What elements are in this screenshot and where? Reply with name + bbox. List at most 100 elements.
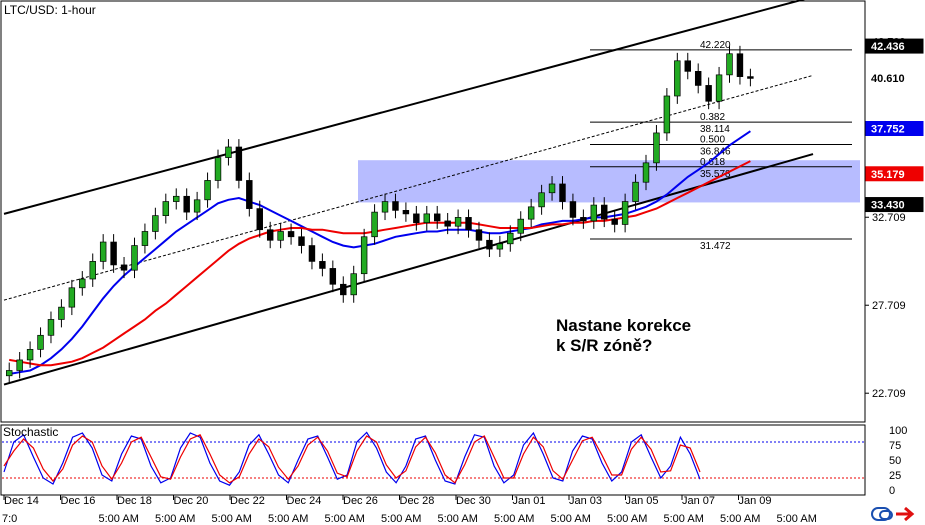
candle-body bbox=[601, 204, 608, 220]
candle bbox=[548, 176, 556, 201]
price-tag: 37.752 bbox=[865, 121, 924, 137]
candle-body bbox=[674, 60, 681, 97]
candle-body bbox=[486, 239, 493, 250]
candle-body bbox=[413, 213, 420, 224]
candle-body bbox=[433, 213, 441, 222]
candle-body bbox=[58, 306, 65, 320]
x-time-label: 5:00 AM bbox=[607, 513, 647, 525]
candle-body bbox=[444, 220, 451, 227]
x-time-label: 5:00 AM bbox=[664, 513, 704, 525]
candle bbox=[287, 223, 295, 245]
candle-body bbox=[141, 231, 149, 246]
candle bbox=[350, 265, 357, 303]
candle-body bbox=[99, 241, 107, 262]
candle-body bbox=[360, 236, 368, 275]
candle bbox=[590, 197, 598, 229]
x-time-label: 7:0 bbox=[2, 513, 17, 525]
candle-body bbox=[5, 370, 13, 377]
candle bbox=[569, 193, 577, 226]
candle bbox=[705, 77, 712, 110]
candle-body bbox=[580, 217, 587, 222]
candle bbox=[256, 200, 263, 238]
candle-body bbox=[653, 132, 660, 164]
candle bbox=[653, 125, 660, 171]
candle-body bbox=[340, 283, 347, 296]
stochastic-panel: Stochastic 100 75 50 25 0 bbox=[0, 424, 907, 497]
candle bbox=[58, 299, 65, 328]
fib-price-label: 31.472 bbox=[700, 241, 731, 252]
candle-body bbox=[37, 334, 44, 350]
candle bbox=[413, 205, 420, 231]
candle-body bbox=[329, 268, 337, 285]
candle bbox=[225, 139, 232, 166]
candle bbox=[37, 327, 44, 358]
candle bbox=[444, 213, 451, 235]
x-time-label: 5:00 AM bbox=[155, 513, 195, 525]
fib-price-label: 42.220 bbox=[700, 40, 731, 51]
stochastic-d-line bbox=[3, 434, 701, 484]
candle-body bbox=[538, 192, 545, 208]
candle bbox=[68, 279, 76, 316]
x-time-label: 5:00 AM bbox=[777, 513, 817, 525]
candle bbox=[47, 311, 55, 344]
candle-body bbox=[381, 201, 389, 213]
candle bbox=[433, 205, 441, 229]
x-date-label: Jan 03 bbox=[569, 495, 602, 507]
candle-body bbox=[642, 162, 650, 183]
y-tick-label: 27.709 bbox=[872, 300, 906, 312]
candle bbox=[507, 225, 514, 252]
candle bbox=[486, 232, 493, 257]
price-tag-box bbox=[865, 197, 924, 213]
candle-body bbox=[559, 183, 566, 202]
y-tick-label: 32.709 bbox=[872, 212, 906, 224]
candle bbox=[559, 176, 566, 210]
link-icon[interactable] bbox=[871, 507, 893, 521]
candle bbox=[162, 193, 170, 224]
price-tag: 42.436 bbox=[865, 38, 924, 54]
candle bbox=[611, 211, 618, 233]
price-tag-box bbox=[865, 121, 924, 137]
stochastic-title: Stochastic bbox=[3, 425, 58, 439]
candle bbox=[527, 198, 535, 228]
candle bbox=[235, 139, 243, 189]
fib-ratio-label: 0.500 bbox=[700, 134, 725, 145]
candle bbox=[632, 174, 639, 210]
candle-body bbox=[204, 180, 211, 201]
candle-body bbox=[256, 208, 263, 231]
x-time-label: 5:00 AM bbox=[494, 513, 534, 525]
candle bbox=[141, 223, 149, 254]
candle bbox=[340, 276, 347, 303]
stochastic-tick-label: 75 bbox=[889, 440, 901, 452]
candle bbox=[684, 52, 691, 80]
candle bbox=[580, 209, 587, 229]
candle-body bbox=[225, 146, 232, 158]
candle-body bbox=[68, 287, 76, 308]
candle-body bbox=[715, 74, 723, 102]
candle bbox=[454, 209, 462, 235]
candle-body bbox=[402, 210, 410, 215]
x-time-label: 5:00 AM bbox=[381, 513, 421, 525]
candle bbox=[736, 45, 744, 85]
candle bbox=[173, 188, 180, 210]
candle bbox=[298, 228, 305, 254]
candle bbox=[89, 253, 96, 287]
candle bbox=[517, 211, 524, 242]
candle bbox=[642, 154, 650, 191]
candle bbox=[381, 193, 389, 221]
candle bbox=[308, 237, 316, 270]
candle-body bbox=[152, 215, 159, 232]
candle bbox=[204, 172, 211, 208]
candle-body bbox=[507, 232, 514, 245]
candle-body bbox=[423, 213, 431, 224]
x-date-label: Dec 16 bbox=[61, 495, 96, 507]
candle-body bbox=[747, 76, 754, 79]
arrow-right-icon[interactable] bbox=[896, 506, 915, 522]
fib-price-label: 38.114 bbox=[700, 124, 730, 135]
candle-body bbox=[726, 53, 733, 76]
fib-ratio-label: 0.618 bbox=[700, 157, 725, 168]
x-time-label: 5:00 AM bbox=[325, 513, 365, 525]
candle-body bbox=[89, 261, 96, 280]
